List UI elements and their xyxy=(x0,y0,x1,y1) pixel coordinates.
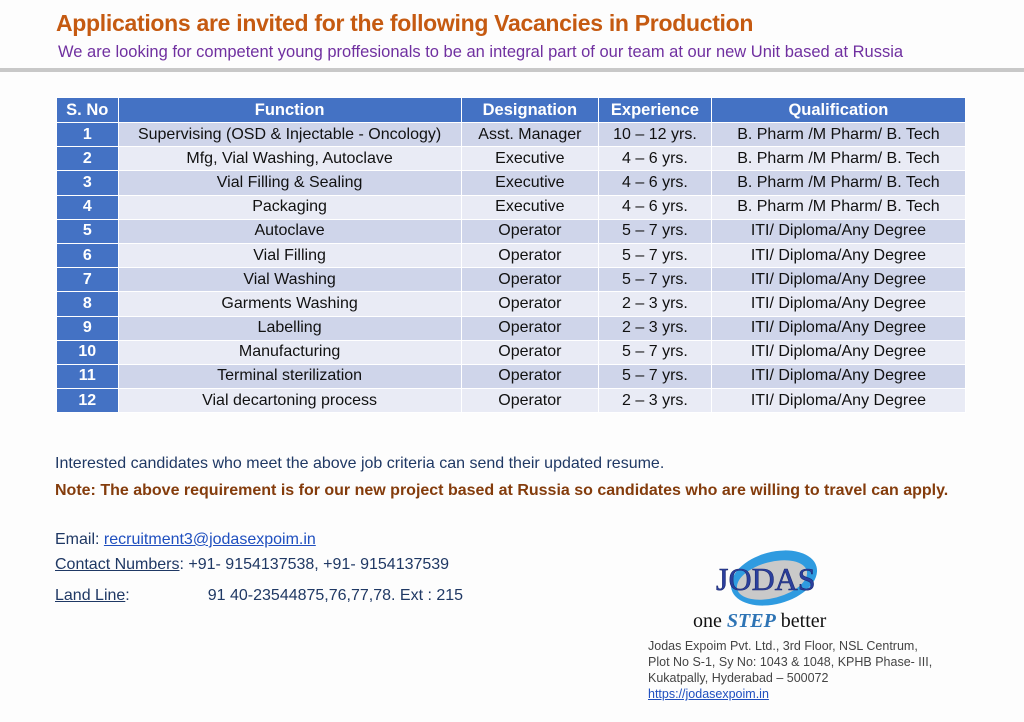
landline-number: 91 40-23544875,76,77,78. Ext : 215 xyxy=(207,587,464,604)
table-row: 11 Terminal sterilization Operator 5 – 7 yr… xyxy=(56,363,967,390)
table-cell: ITI/ Diploma/Any Degree xyxy=(710,339,967,365)
jodas-logo: JODAS xyxy=(716,550,818,606)
table-cell: B. Pharm /M Pharm/ B. Tech xyxy=(710,146,967,172)
table-row: 3 Vial Filling & Sealing Executive 4 – 6 yr… xyxy=(56,170,967,196)
table-cell: 5 xyxy=(56,218,119,244)
page-subtitle: We are looking for competent young proff… xyxy=(58,43,904,61)
table-cell: ITI/ Diploma/Any Degree xyxy=(710,363,967,390)
website-link[interactable]: https://jodasexpoim.in xyxy=(648,687,769,701)
table-cell: B. Pharm /M Pharm/ B. Tech xyxy=(710,170,967,196)
landline-colon: : xyxy=(125,587,130,604)
table-row: 8 Garments Washing Operator 2 – 3 yrs. ITI/ … xyxy=(56,291,967,317)
table-cell: 4 xyxy=(56,194,119,220)
page-title: Applications are invited for the followi… xyxy=(56,10,754,36)
email-label: Email: xyxy=(55,531,104,548)
table-row: 1 Supervising (OSD & Injectable - Oncolog… xyxy=(56,121,967,148)
table-row: 9 Labelling Operator 2 – 3 yrs. ITI/ Diploma… xyxy=(56,315,967,341)
table-row: 7 Vial Washing Operator 5 – 7 yrs. ITI/ Dipl… xyxy=(56,267,967,293)
table-row: 10 Manufacturing Operator 5 – 7 yrs. ITI/ Di… xyxy=(56,339,967,365)
table-cell: ITI/ Diploma/Any Degree xyxy=(710,267,967,293)
column-header: Function xyxy=(117,97,462,123)
table-cell: 1 xyxy=(56,121,119,148)
table-cell: Operator xyxy=(460,218,600,244)
column-header: S. No xyxy=(56,97,119,123)
table-cell: ITI/ Diploma/Any Degree xyxy=(710,218,967,244)
table-cell: Packaging xyxy=(117,194,462,220)
table-cell: 12 xyxy=(56,388,119,414)
contact-numbers: : +91- 9154137538, +91- 9154137539 xyxy=(179,556,450,573)
table-cell: 2 – 3 yrs. xyxy=(598,315,712,341)
table-cell: Vial Filling xyxy=(117,242,462,269)
column-header: Designation xyxy=(460,97,600,123)
table-cell: 7 xyxy=(56,267,119,293)
table-cell: ITI/ Diploma/Any Degree xyxy=(710,242,967,269)
table-cell: 10 – 12 yrs. xyxy=(598,121,712,148)
note-text: Note: The above requirement is for our n… xyxy=(55,482,949,499)
table-row: 4 Packaging Executive 4 – 6 yrs. B. Pharm /M… xyxy=(56,194,967,220)
table-cell: Vial Filling & Sealing xyxy=(117,170,462,196)
table-cell: 5 – 7 yrs. xyxy=(598,242,712,269)
table-cell: 11 xyxy=(56,363,119,390)
table-cell: 5 – 7 yrs. xyxy=(598,363,712,390)
table-cell: Asst. Manager xyxy=(460,121,600,148)
table-cell: 4 – 6 yrs. xyxy=(598,170,712,196)
table-cell: 2 xyxy=(56,146,119,172)
table-cell: Operator xyxy=(460,388,600,414)
table-cell: Manufacturing xyxy=(117,339,462,365)
interested-text: Interested candidates who meet the above… xyxy=(55,455,665,472)
contact-label: Contact Numbers xyxy=(55,556,180,573)
table-cell: 4 – 6 yrs. xyxy=(598,194,712,220)
email-link[interactable]: recruitment3@jodasexpoim.in xyxy=(103,531,316,548)
table-cell: Mfg, Vial Washing, Autoclave xyxy=(117,146,462,172)
table-cell: 5 – 7 yrs. xyxy=(598,267,712,293)
column-header: Qualification xyxy=(710,97,967,123)
table-cell: 6 xyxy=(56,242,119,269)
table-cell: ITI/ Diploma/Any Degree xyxy=(710,291,967,317)
table-cell: Operator xyxy=(460,242,600,269)
table-row: 5 Autoclave Operator 5 – 7 yrs. ITI/ Diploma… xyxy=(56,218,967,244)
table-cell: B. Pharm /M Pharm/ B. Tech xyxy=(710,194,967,220)
table-cell: Executive xyxy=(460,146,600,172)
company-address: Jodas Expoim Pvt. Ltd., 3rd Floor, NSL C… xyxy=(648,639,933,701)
table-row: 12 Vial decartoning process Operator 2 – 3 … xyxy=(56,388,967,414)
table-cell: 10 xyxy=(56,339,119,365)
table-cell: Labelling xyxy=(117,315,462,341)
table-cell: Executive xyxy=(460,170,600,196)
table-cell: 5 – 7 yrs. xyxy=(598,218,712,244)
landline-label: Land Line xyxy=(55,587,126,604)
table-cell: Operator xyxy=(460,267,600,293)
table-cell: Vial Washing xyxy=(117,267,462,293)
table-cell: 5 – 7 yrs. xyxy=(598,339,712,365)
table-cell: 2 – 3 yrs. xyxy=(598,291,712,317)
table-cell: Operator xyxy=(460,315,600,341)
table-cell: 3 xyxy=(56,170,119,196)
table-cell: Operator xyxy=(460,291,600,317)
vacancies-table: S. No Function Designation Experience Qualif… xyxy=(56,97,967,414)
table-cell: Executive xyxy=(460,194,600,220)
table-cell: 8 xyxy=(56,291,119,317)
table-cell: 9 xyxy=(56,315,119,341)
table-cell: Vial decartoning process xyxy=(117,388,462,414)
table-cell: B. Pharm /M Pharm/ B. Tech xyxy=(710,121,967,148)
table-cell: Autoclave xyxy=(117,218,462,244)
table-cell: Garments Washing xyxy=(117,291,462,317)
column-header: Experience xyxy=(598,97,712,123)
svg-text:JODAS: JODAS xyxy=(716,561,816,597)
table-cell: Operator xyxy=(460,363,600,390)
table-cell: 2 – 3 yrs. xyxy=(598,388,712,414)
table-cell: ITI/ Diploma/Any Degree xyxy=(710,315,967,341)
table-cell: Supervising (OSD & Injectable - Oncology… xyxy=(117,121,462,148)
divider xyxy=(0,68,1024,72)
table-cell: ITI/ Diploma/Any Degree xyxy=(710,388,967,414)
table-cell: Terminal sterilization xyxy=(117,363,462,390)
table-cell: 4 – 6 yrs. xyxy=(598,146,712,172)
table-row: 6 Vial Filling Operator 5 – 7 yrs. ITI/ Dipl… xyxy=(56,242,967,269)
table-cell: Operator xyxy=(460,339,600,365)
table-row: 2 Mfg, Vial Washing, Autoclave Executive 4 … xyxy=(56,146,967,172)
tagline: one STEP better xyxy=(693,610,827,632)
